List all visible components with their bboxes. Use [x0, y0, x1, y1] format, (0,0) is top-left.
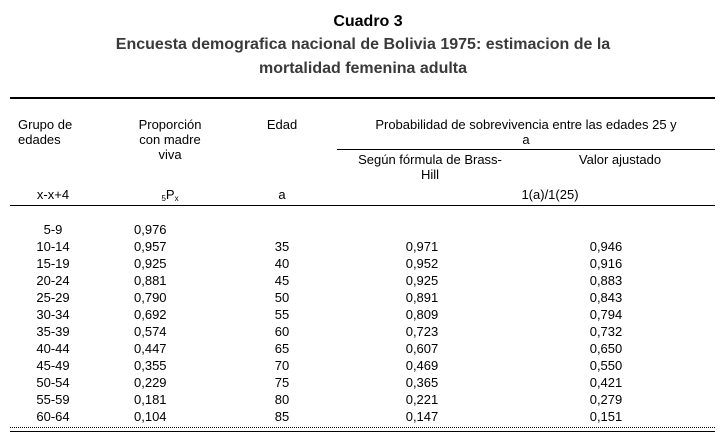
header-edad: Edad	[266, 117, 298, 132]
cell-edad: 35	[274, 239, 290, 254]
cell-valor-ajustado: 0,151	[589, 409, 623, 424]
cell-proportion: 0,976	[134, 222, 167, 237]
cell-group: 20-24	[36, 273, 70, 288]
cell-proportion: 0,447	[134, 341, 167, 356]
symbol-proportion: 5Px	[140, 187, 200, 204]
cell-edad: 50	[274, 290, 290, 305]
cell-brass-hill: 0,891	[405, 290, 439, 305]
cell-group: 5-9	[43, 222, 63, 237]
cell-valor-ajustado: 0,732	[589, 324, 623, 339]
header-group-line-2: edades	[18, 132, 61, 147]
bottom-rule	[10, 431, 715, 432]
header-probabilidad-line-2: a	[522, 132, 530, 147]
cell-proportion: 0,181	[134, 392, 167, 407]
cell-valor-ajustado: 0,843	[589, 290, 623, 305]
cell-proportion: 0,925	[134, 256, 167, 271]
header-valor-ajustado: Valor ajustado	[578, 152, 662, 167]
cell-edad: 70	[274, 358, 290, 373]
cell-edad: 85	[274, 409, 290, 424]
cell-group: 50-54	[36, 375, 70, 390]
cell-brass-hill: 0,723	[405, 324, 439, 339]
cell-edad: 80	[274, 392, 290, 407]
cell-group: 60-64	[36, 409, 70, 424]
cell-group: 35-39	[36, 324, 70, 339]
table-number: Cuadro 3	[333, 13, 403, 30]
cell-group: 40-44	[36, 341, 70, 356]
cell-edad: 60	[274, 324, 290, 339]
cell-proportion: 0,355	[134, 358, 167, 373]
header-proportion-line-3: viva	[158, 147, 182, 162]
cell-group: 10-14	[36, 239, 70, 254]
symbol-proportion-main: P	[165, 187, 175, 202]
cell-brass-hill: 0,365	[405, 375, 439, 390]
cell-valor-ajustado: 0,883	[589, 273, 623, 288]
cell-group: 30-34	[36, 307, 70, 322]
top-rule	[10, 97, 715, 99]
cell-edad: 45	[274, 273, 290, 288]
subheader-rule	[337, 149, 715, 150]
cell-valor-ajustado: 0,650	[589, 341, 623, 356]
header-bottom-rule	[10, 205, 715, 206]
cell-brass-hill: 0,925	[405, 273, 439, 288]
cell-brass-hill: 0,809	[405, 307, 439, 322]
header-probabilidad-line-1: Probabilidad de sobrevivencia entre las …	[375, 117, 677, 132]
table-title-line-1: Encuesta demografica nacional de Bolivia…	[115, 36, 611, 53]
cell-brass-hill: 0,971	[405, 239, 439, 254]
symbol-proportion-subscript-x: x	[174, 194, 179, 203]
header-group-line-1: Grupo de	[18, 117, 73, 132]
cell-valor-ajustado: 0,550	[589, 358, 623, 373]
header-brass-hill-line-2: Hill	[420, 167, 440, 182]
cell-proportion: 0,881	[134, 273, 167, 288]
cell-edad: 75	[274, 375, 290, 390]
cell-proportion: 0,104	[134, 409, 167, 424]
header-proportion: Proporción con madre viva	[120, 117, 220, 162]
symbol-group: x-x+4	[36, 187, 70, 202]
cell-proportion: 0,574	[134, 324, 167, 339]
cell-proportion: 0,229	[134, 375, 167, 390]
header-probabilidad: Probabilidad de sobrevivencia entre las …	[340, 117, 712, 147]
cell-group: 15-19	[36, 256, 70, 271]
header-group: Grupo de edades	[18, 117, 108, 147]
symbol-proportion-subscript: 5	[161, 194, 166, 203]
table-title-line-2: mortalidad femenina adulta	[258, 60, 468, 77]
cell-valor-ajustado: 0,916	[589, 256, 623, 271]
cell-valor-ajustado: 0,794	[589, 307, 623, 322]
cell-proportion: 0,790	[134, 290, 167, 305]
cell-proportion: 0,957	[134, 239, 167, 254]
cell-edad: 65	[274, 341, 290, 356]
header-proportion-line-2: con madre	[139, 132, 201, 147]
cell-brass-hill: 0,952	[405, 256, 439, 271]
header-brass-hill-line-1: Según fórmula de Brass-	[358, 152, 502, 167]
cell-valor-ajustado: 0,946	[589, 239, 623, 254]
cell-valor-ajustado: 0,279	[589, 392, 623, 407]
cell-group: 45-49	[36, 358, 70, 373]
cell-proportion: 0,692	[134, 307, 167, 322]
cell-edad: 40	[274, 256, 290, 271]
header-brass-hill: Según fórmula de Brass- Hill	[340, 152, 520, 182]
symbol-probabilidad: 1(a)/1(25)	[521, 187, 579, 202]
symbol-edad: a	[278, 187, 286, 202]
cell-brass-hill: 0,147	[405, 409, 439, 424]
header-proportion-line-1: Proporción	[138, 117, 202, 132]
cell-group: 55-59	[36, 392, 70, 407]
cell-brass-hill: 0,469	[405, 358, 439, 373]
cell-brass-hill: 0,221	[405, 392, 439, 407]
cell-brass-hill: 0,607	[405, 341, 439, 356]
cell-edad: 55	[274, 307, 290, 322]
cell-group: 25-29	[36, 290, 70, 305]
bottom-dotted-rule	[10, 427, 715, 428]
cell-valor-ajustado: 0,421	[589, 375, 623, 390]
